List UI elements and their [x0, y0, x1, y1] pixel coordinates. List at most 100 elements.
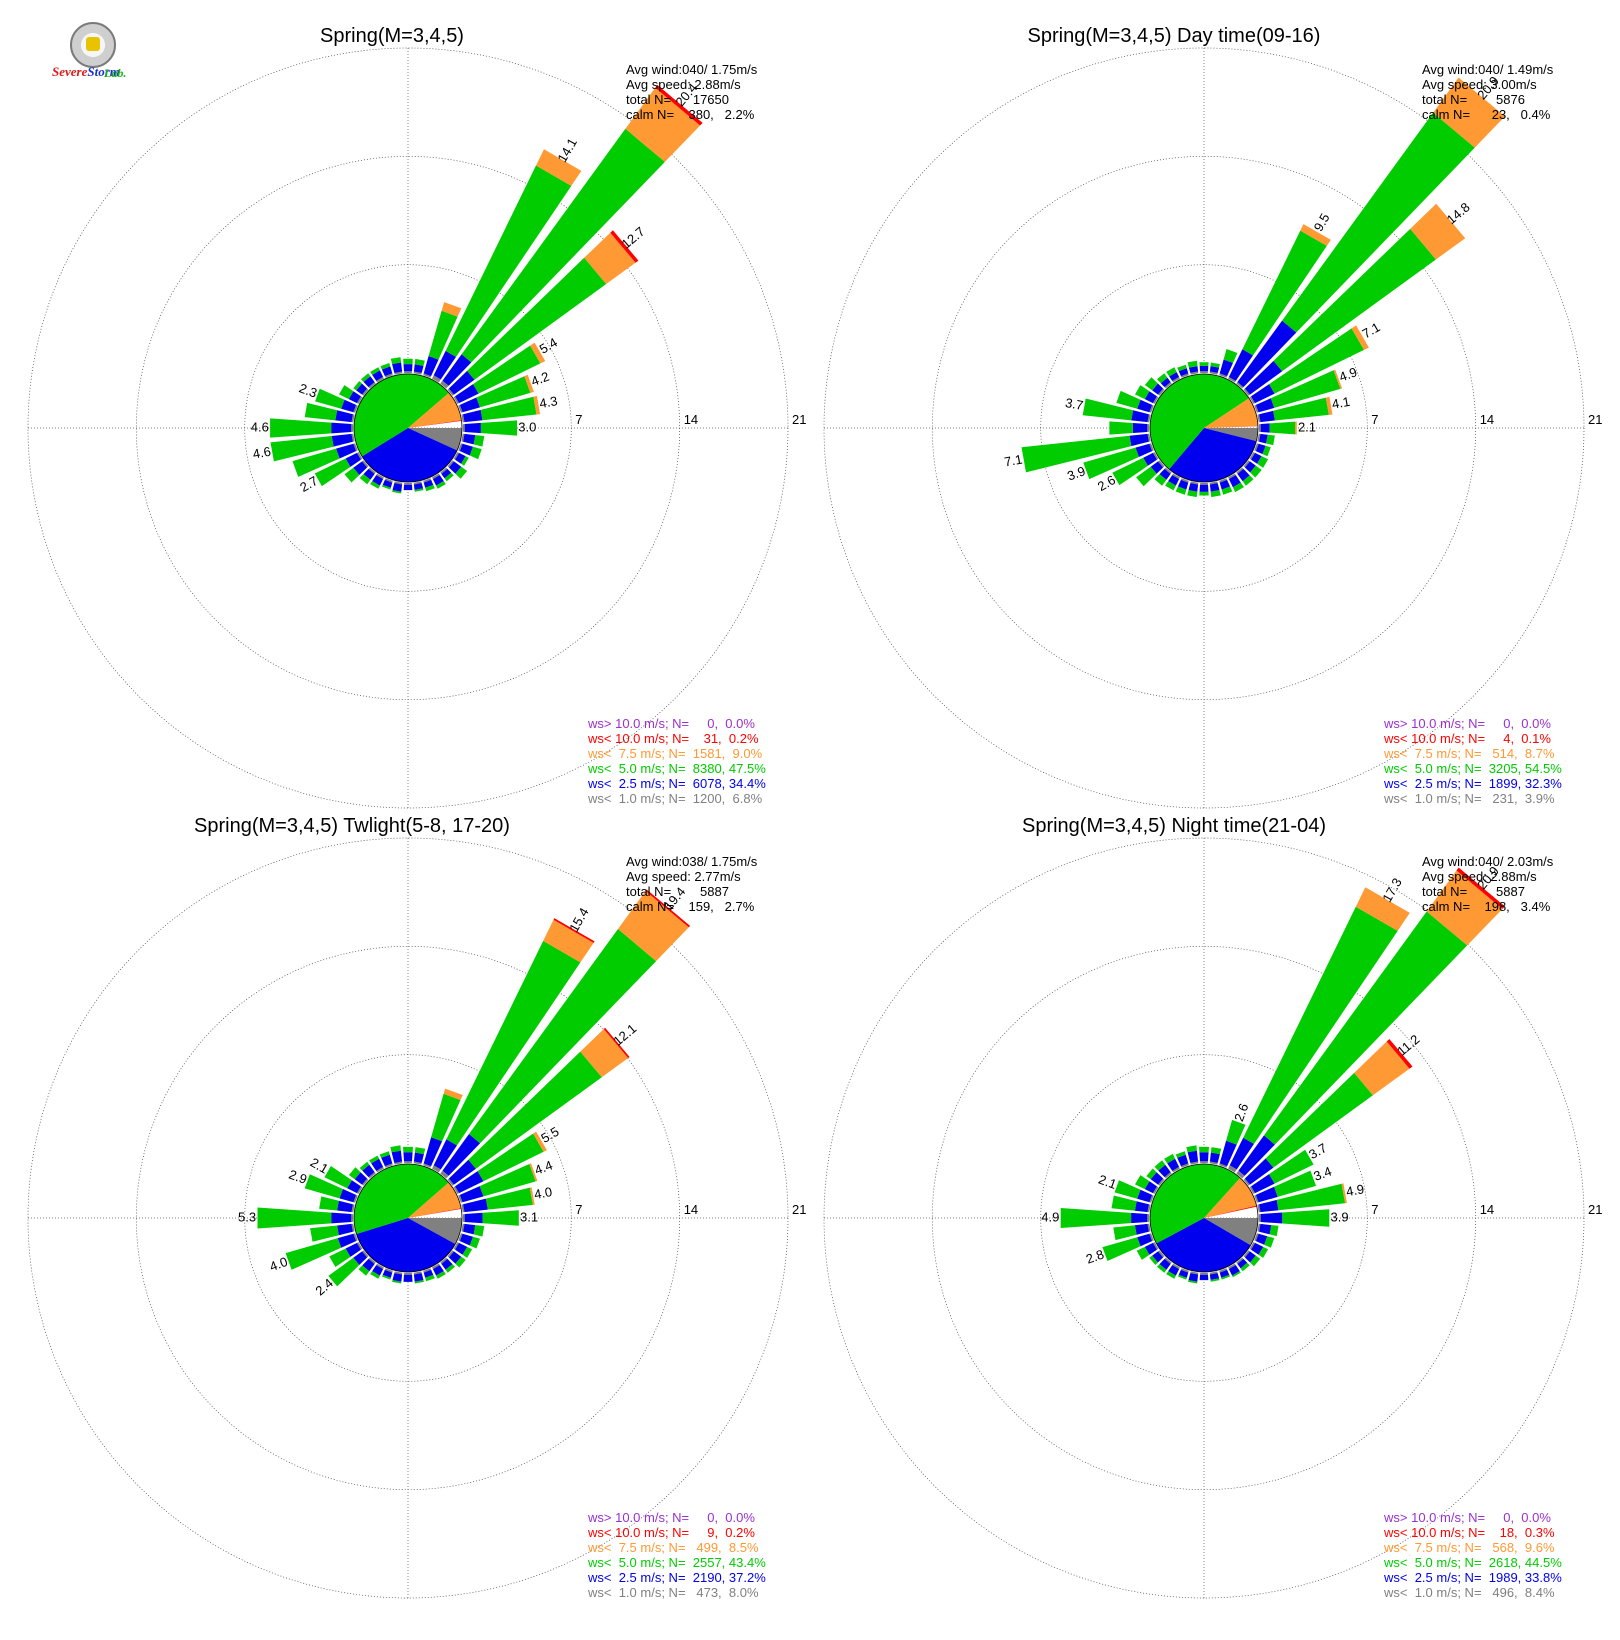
sector-bar-segment	[1210, 1278, 1220, 1282]
sector-bar-segment	[459, 1186, 484, 1203]
speed-legend-entry: ws< 1.0 m/s; N= 473, 8.0%	[587, 1585, 759, 1600]
sector-bar-segment	[348, 391, 361, 404]
sector-bar-segment	[1021, 435, 1132, 473]
sector-bar-segment	[329, 1248, 351, 1267]
sector-bar-segment	[384, 478, 393, 483]
sector-bar-segment	[446, 940, 581, 1146]
sector-bar-segment	[1242, 475, 1254, 486]
sector-bar-segment	[353, 381, 362, 391]
stats-line: calm N= 23, 0.4%	[1422, 107, 1551, 122]
speed-legend-entry: ws< 7.5 m/s; N= 514, 8.7%	[1383, 746, 1555, 761]
sector-bar-segment	[1180, 478, 1189, 483]
sector-value-label: 4.9	[1337, 364, 1359, 384]
sector-bar-segment	[1237, 1258, 1248, 1269]
sector-bar-segment	[1269, 421, 1295, 435]
sector-bar-segment	[376, 473, 384, 480]
sector-bar-segment	[1223, 349, 1238, 363]
sector-bar-segment	[362, 388, 369, 396]
sector-bar-segment	[1137, 1189, 1153, 1203]
sector-bar-segment	[328, 1257, 360, 1287]
sector-bar-segment	[1260, 1212, 1283, 1224]
speed-class-pie-slice	[408, 1218, 462, 1244]
sector-bar-segment	[1137, 399, 1153, 413]
sector-bar-segment	[403, 1274, 413, 1282]
sector-bar-segment	[610, 230, 639, 263]
sector-bar-segment	[423, 479, 434, 488]
sector-bar-segment	[1240, 1262, 1250, 1272]
sector-bar-segment	[413, 483, 424, 490]
stats-line: calm N= 159, 2.7%	[626, 899, 755, 914]
sector-bar-segment	[448, 1159, 476, 1185]
sector-bar-segment	[1112, 457, 1148, 486]
logo-text-lab: Lab.	[104, 66, 127, 80]
sector-bar-segment	[347, 1180, 361, 1194]
ring-label: 21	[792, 1202, 806, 1217]
sector-bar-segment	[1199, 362, 1209, 366]
sector-bar-segment	[351, 1223, 355, 1232]
sector-bar-segment	[1175, 1151, 1186, 1158]
ring-label: 7	[575, 1202, 582, 1217]
sector-value-label: 5.3	[238, 1209, 256, 1224]
sector-bar-segment	[441, 302, 462, 317]
sector-bar-segment	[1149, 1233, 1154, 1242]
sector-value-label: 4.4	[532, 1157, 554, 1177]
pie-outline	[353, 373, 463, 483]
sector-bar-segment	[1258, 424, 1261, 432]
sector-bar-segment	[1209, 481, 1218, 485]
sector-value-label: 7.1	[1003, 452, 1023, 470]
sector-bar-segment	[336, 443, 357, 459]
pie-outline	[1149, 1163, 1259, 1273]
sector-value-label: 4.2	[529, 369, 551, 389]
sector-bar-segment	[441, 468, 452, 479]
sector-bar-segment	[1169, 372, 1180, 381]
sector-bar-segment	[433, 1139, 457, 1170]
sector-bar-segment	[1251, 452, 1262, 464]
wind-rose-panel-4: 7 14 212.617.3 20.911.23.73.44.93.92.84.92.…	[823, 815, 1602, 1600]
sector-bar-segment	[463, 1223, 476, 1235]
sector-bar-segment	[382, 1269, 393, 1278]
sector-bar-segment	[1199, 1274, 1209, 1281]
sector-bar-segment	[353, 1194, 358, 1203]
sector-bar-segment	[1255, 1233, 1268, 1245]
sector-bar-segment	[368, 1257, 376, 1264]
sector-bar-segment	[461, 433, 465, 442]
sector-bar-segment	[351, 433, 355, 442]
sector-bar-segment	[1274, 1170, 1316, 1197]
sector-bar-segment	[404, 371, 412, 374]
sector-bar-segment	[1167, 1158, 1180, 1171]
sector-bar-segment	[463, 409, 483, 423]
sector-bar-segment	[1295, 421, 1297, 435]
sector-value-label: 15.4	[566, 905, 592, 934]
sector-bar-segment	[1209, 366, 1220, 373]
sector-bar-segment	[1244, 1251, 1256, 1263]
sector-bar-segment	[469, 1236, 480, 1249]
sector-bar-segment	[384, 373, 393, 378]
sector-bar-segment	[1150, 461, 1164, 474]
sector-bar-segment	[353, 461, 368, 475]
stats-line: Avg wind:040/ 2.03m/s	[1422, 854, 1554, 869]
sector-bar-segment	[1300, 224, 1331, 246]
sector-bar-segment	[1190, 481, 1199, 485]
sector-bar-segment	[584, 232, 636, 284]
sector-bar-segment	[423, 1163, 432, 1168]
sector-bar-segment	[1154, 474, 1167, 486]
sector-bar-segment	[1249, 1186, 1256, 1194]
sector-bar-segment	[1257, 414, 1261, 423]
sector-bar-segment	[447, 388, 454, 396]
sector-bar-segment	[1228, 475, 1241, 488]
sector-value-label: 3.4	[1311, 1164, 1333, 1184]
sector-bar-segment	[1166, 367, 1177, 377]
range-ring	[135, 155, 681, 701]
sector-bar-segment	[345, 1242, 361, 1257]
sector-bar-segment	[1254, 1233, 1259, 1242]
sector-bar-segment	[1249, 452, 1256, 460]
sector-bar-segment	[468, 1051, 602, 1169]
sector-bar-segment	[1164, 382, 1172, 389]
sector-bar-segment	[448, 370, 475, 395]
sector-bar-segment	[1244, 360, 1283, 395]
sector-bar-segment	[433, 350, 456, 380]
sector-bar-segment	[444, 472, 454, 482]
speed-legend-entry: ws< 2.5 m/s; N= 6078, 34.4%	[587, 776, 766, 791]
sector-value-label: 3.9	[1331, 1209, 1349, 1224]
sector-bar-segment	[1355, 887, 1410, 931]
